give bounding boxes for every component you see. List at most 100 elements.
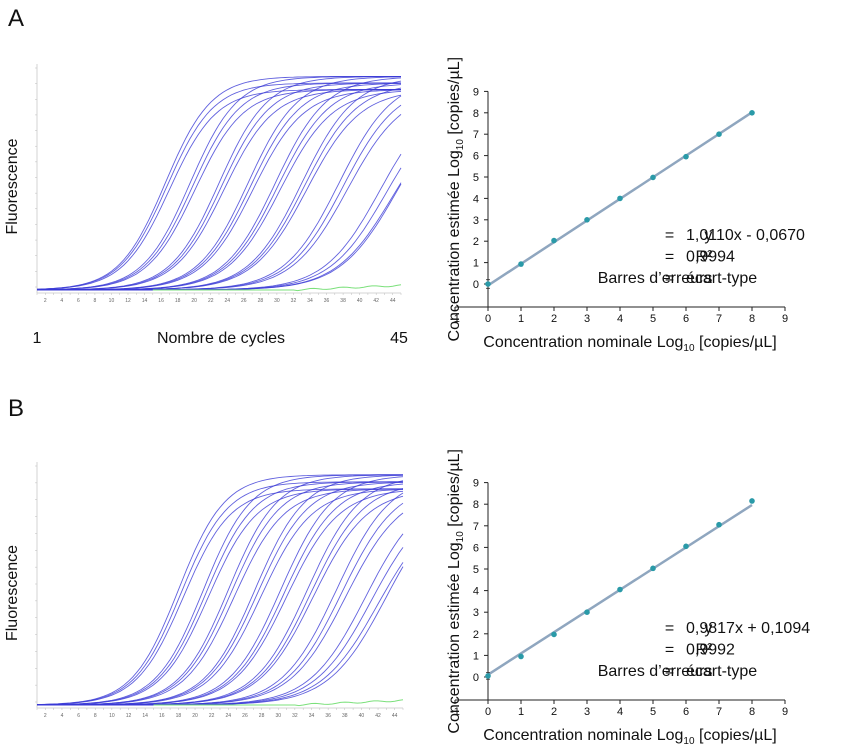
data-point bbox=[749, 110, 755, 116]
y-axis-label: Concentration estimée Log10 [copies/µL] bbox=[446, 57, 466, 342]
data-point bbox=[683, 153, 689, 160]
y-tick-label: 7 bbox=[473, 129, 479, 141]
cycle-tick-label: 34 bbox=[307, 298, 313, 304]
amplification-plot: 2 4 6 8 10 12 14 16 18 20 22 24 26 28 30 32 34 36 38 40 42 44… bbox=[4, 462, 404, 719]
stat-equals: = bbox=[665, 663, 674, 680]
cycle-tick-label: 40 bbox=[359, 713, 365, 719]
cycle-tick-label: 42 bbox=[375, 713, 381, 719]
y-tick-label: 0 bbox=[473, 672, 479, 684]
y-tick-label: 8 bbox=[473, 499, 479, 511]
stat-equals: = bbox=[665, 620, 674, 637]
cycle-tick-label: 28 bbox=[258, 298, 264, 304]
amplification-curve bbox=[37, 474, 404, 706]
x-tick-label: 1 bbox=[518, 706, 524, 718]
amplification-curve bbox=[37, 562, 404, 706]
cycle-tick-label: 4 bbox=[61, 713, 64, 719]
data-point bbox=[617, 586, 623, 593]
data-point bbox=[551, 237, 557, 244]
stat-value: écart-type bbox=[686, 270, 757, 287]
y-tick-label: 9 bbox=[473, 86, 479, 98]
cycle-tick-label: 10 bbox=[109, 713, 115, 719]
cycle-tick-label: 20 bbox=[192, 713, 198, 719]
stat-value: écart-type bbox=[686, 663, 757, 680]
x-tick-label: -1 bbox=[450, 313, 460, 325]
x-tick-label: 6 bbox=[683, 706, 689, 718]
cycle-tick-label: 38 bbox=[340, 298, 346, 304]
cycle-tick-label: 22 bbox=[209, 713, 215, 719]
negative-control-curve bbox=[152, 284, 402, 292]
amplification-curve bbox=[37, 89, 402, 291]
y-tick-label: 6 bbox=[473, 542, 479, 554]
cycle-tick-label: 36 bbox=[325, 713, 331, 719]
data-point bbox=[485, 673, 491, 679]
cycle-tick-label: 2 bbox=[44, 298, 47, 304]
y-tick-label: 7 bbox=[473, 521, 479, 533]
x-axis-label: Concentration nominale Log10 [copies/µL] bbox=[483, 334, 776, 354]
y-tick-label: 3 bbox=[473, 215, 479, 227]
data-point bbox=[749, 498, 755, 504]
y-tick-label: 5 bbox=[473, 564, 479, 576]
y-tick-label: 0 bbox=[473, 279, 479, 291]
cycle-tick-label: 12 bbox=[126, 713, 132, 719]
x-tick-label: 3 bbox=[584, 706, 590, 718]
amplification-curve bbox=[37, 476, 404, 706]
data-point bbox=[584, 609, 590, 615]
stat-value: 0,9994 bbox=[686, 249, 735, 266]
fluorescence-label: Fluorescence bbox=[4, 138, 21, 234]
x-tick-label: 5 bbox=[650, 706, 656, 718]
y-tick-label: 1 bbox=[473, 258, 479, 270]
amplification-curve bbox=[37, 89, 401, 291]
data-point bbox=[551, 631, 557, 638]
amplification-curve bbox=[37, 495, 404, 706]
cycle-tick-label: 14 bbox=[142, 713, 148, 719]
amplification-curve bbox=[37, 76, 401, 291]
amplification-curve bbox=[37, 489, 404, 706]
data-point bbox=[650, 565, 656, 572]
data-point bbox=[485, 281, 491, 287]
data-point bbox=[617, 195, 623, 202]
x-tick-label: 4 bbox=[617, 706, 623, 718]
y-tick-label: 2 bbox=[473, 629, 479, 641]
amplification-curve bbox=[37, 167, 402, 291]
calibration-plot: -1 0 1 2 3 4 5 6 7 8 9 0 1 2 3 4 5 6 7 8 9 y = 0,9817x + 0,1094… bbox=[446, 449, 810, 744]
amplification-curve bbox=[37, 488, 403, 706]
stat-key: R² bbox=[696, 249, 714, 266]
amplification-curve bbox=[37, 490, 404, 706]
cycle-tick-label: 44 bbox=[390, 298, 396, 304]
cycle-tick-label: 32 bbox=[292, 713, 298, 719]
cycle-end-label: 45 bbox=[390, 330, 408, 347]
cycle-tick-label: 30 bbox=[274, 298, 280, 304]
x-tick-label: -1 bbox=[450, 706, 460, 718]
stat-value: 0,9817x + 0,1094 bbox=[686, 620, 810, 637]
cycle-tick-label: 18 bbox=[175, 298, 181, 304]
panel-letter: B bbox=[8, 395, 24, 422]
amplification-curve bbox=[37, 114, 402, 291]
amplification-curve bbox=[37, 153, 402, 291]
cycle-tick-label: 10 bbox=[109, 298, 115, 304]
x-tick-label: 3 bbox=[584, 313, 590, 325]
negative-control-curve bbox=[153, 699, 404, 707]
data-point bbox=[584, 217, 590, 223]
x-tick-label: 8 bbox=[749, 313, 755, 325]
y-tick-label: 5 bbox=[473, 172, 479, 184]
x-tick-label: 4 bbox=[617, 313, 623, 325]
amplification-curve bbox=[37, 533, 404, 706]
amplification-curve bbox=[37, 502, 404, 706]
cycle-tick-label: 34 bbox=[309, 713, 315, 719]
y-axis-label: Concentration estimée Log10 [copies/µL] bbox=[446, 449, 466, 734]
calibration-plot: -1 0 1 2 3 4 5 6 7 8 9 0 1 2 3 4 5 6 7 8 9 y = 1,0110x - 0,0670… bbox=[446, 57, 805, 354]
fluorescence-label: Fluorescence bbox=[4, 545, 21, 641]
stat-key: Barres d’erreurs bbox=[598, 270, 713, 287]
cycle-tick-label: 18 bbox=[176, 713, 182, 719]
cycle-start-label: 1 bbox=[33, 330, 42, 347]
amplification-plot: 2 4 6 8 10 12 14 16 18 20 22 24 26 28 30 32 34 36 38 40 42 44… bbox=[4, 64, 408, 347]
cycle-tick-label: 30 bbox=[275, 713, 281, 719]
cycle-tick-label: 42 bbox=[373, 298, 379, 304]
stat-key: R² bbox=[696, 641, 714, 658]
cycle-tick-label: 8 bbox=[94, 298, 97, 304]
amplification-curve bbox=[37, 488, 404, 706]
amplification-curve bbox=[36, 82, 401, 290]
y-tick-label: 3 bbox=[473, 607, 479, 619]
cycle-tick-label: 2 bbox=[44, 713, 47, 719]
amplification-curve bbox=[36, 488, 403, 706]
